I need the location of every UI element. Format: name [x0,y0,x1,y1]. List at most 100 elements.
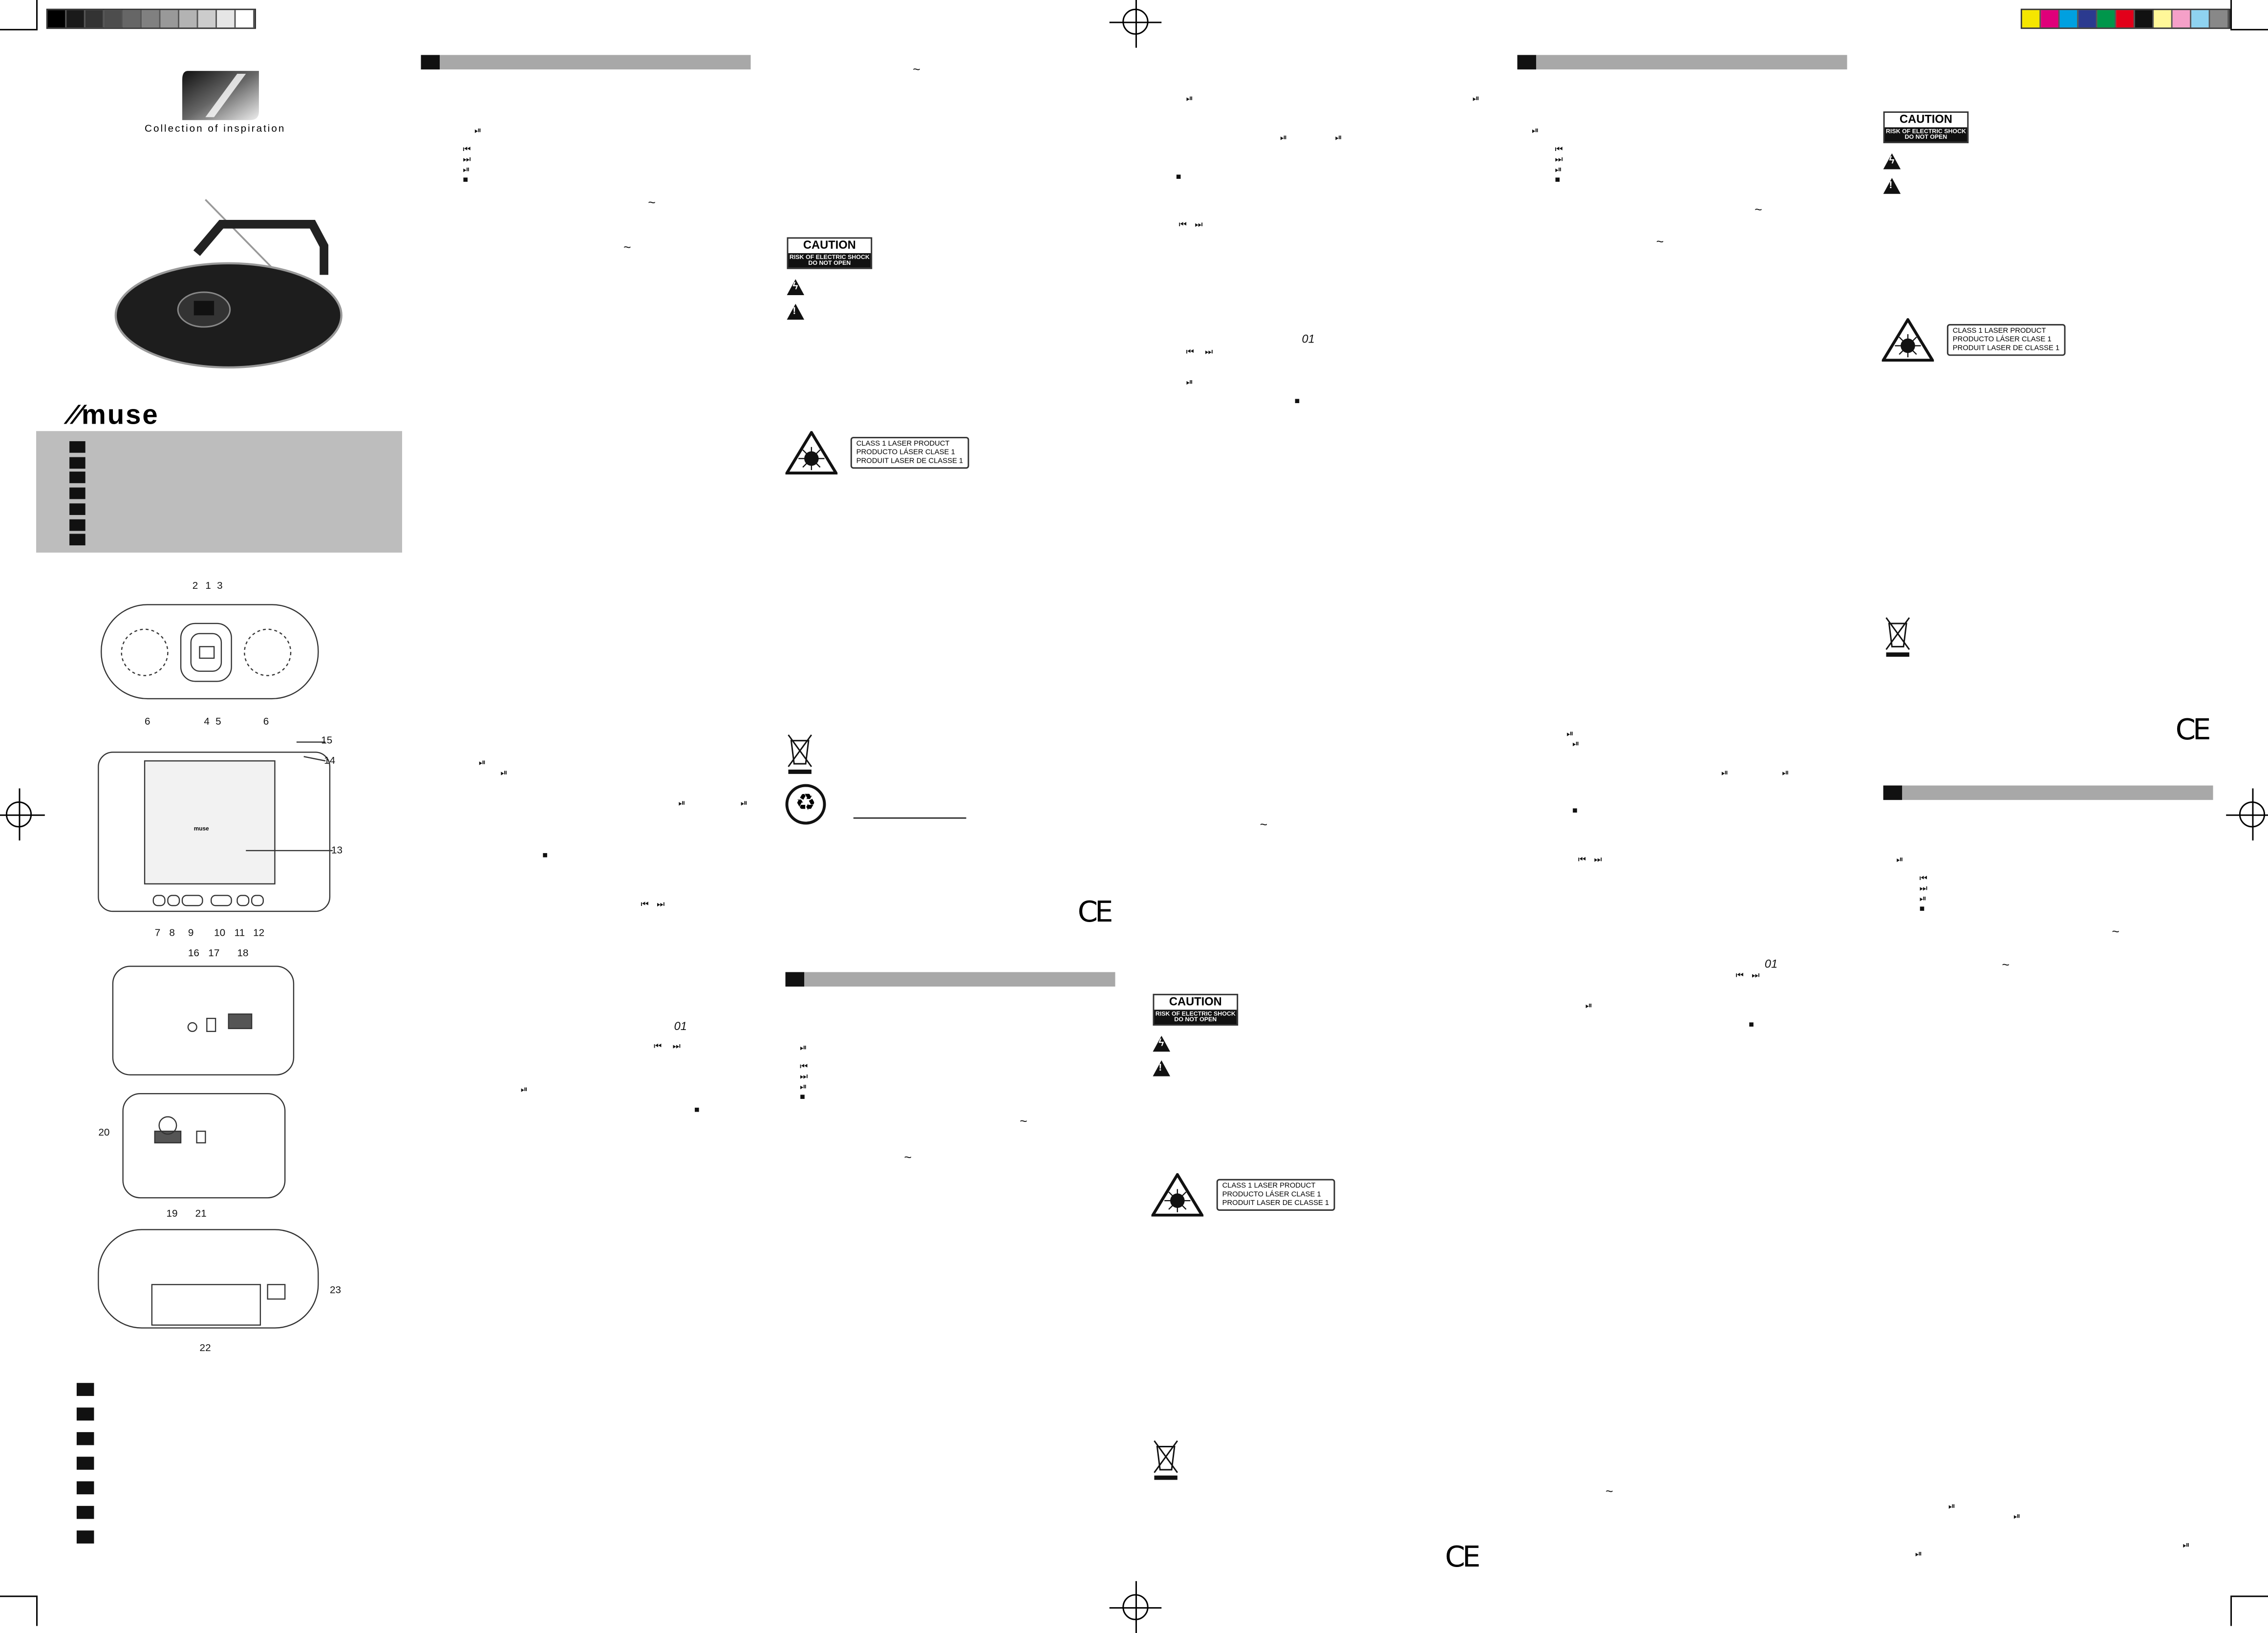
next-icon: ⏭ [672,1043,681,1052]
color-swatch [2116,10,2135,28]
stop-icon: ■ [1555,176,1561,185]
color-swatch [2022,10,2041,28]
laser-line: PRODUCTO LÁSER CLASE 1 [856,448,955,457]
play-pause-icon: ⏯ [1186,95,1193,105]
electric-shock-warning-icon: ϟ [1883,153,1901,170]
language-flag-square [76,1432,94,1445]
product-diagrams [98,604,333,1329]
language-flag-square [76,1481,94,1495]
stop-icon: ■ [463,176,469,185]
caution-label: CAUTION RISK OF ELECTRIC SHOCK DO NOT OPEN [1883,111,1969,144]
section-header [785,972,1115,987]
language-flag-square [69,487,86,499]
ac-icon: ~ [1754,202,1762,217]
registration-mark [0,788,45,841]
electric-shock-warning-icon: ϟ [1153,1035,1171,1052]
diagram-callout-label: 22 [199,1344,211,1354]
next-icon: ⏭ [1752,972,1760,981]
button-diagram [167,895,180,906]
language-flag-square [69,518,86,531]
caution-line: DO NOT OPEN [1174,1015,1217,1023]
diagram-callout-label: 6 [145,717,150,728]
back-view-diagram [98,1229,319,1329]
diagram-callout-label: 12 [253,928,265,939]
gray-swatch [179,10,198,28]
prev-icon: ⏮ [463,146,471,155]
play-pause-icon: ⏯ [1572,740,1580,750]
crop-mark [2230,1597,2232,1626]
caution-line: RISK OF ELECTRIC SHOCK [1155,1010,1236,1017]
gray-swatch [160,10,180,28]
diagram-callout-label: 2 [192,581,198,592]
diagram-callout-label: 11 [234,928,245,939]
diagram-callout-label: 10 [214,928,226,939]
ac-icon: ~ [1260,817,1268,832]
play-pause-icon: ⏯ [2013,1513,2021,1522]
ce-mark: CE [1077,894,1113,929]
play-pause-icon: ⏯ [740,800,748,809]
gray-swatch [123,10,142,28]
ac-icon: ~ [913,62,920,77]
next-icon: ⏭ [800,1073,808,1082]
diagram-callout-label: 5 [215,717,221,728]
color-swatch [2135,10,2154,28]
play-pause-icon: ⏯ [1721,769,1729,778]
stop-icon: ■ [800,1094,805,1102]
laser-line: PRODUCTO LÁSER CLASE 1 [1952,335,2052,344]
laser-class-label: CLASS 1 LASER PRODUCT PRODUCTO LÁSER CLAS… [1947,324,2066,356]
play-pause-icon: ⏯ [1186,379,1193,388]
laser-line: PRODUCTO LÁSER CLASE 1 [1222,1190,1321,1200]
button-diagram [251,895,264,906]
prev-icon: ⏮ [1578,856,1586,865]
play-pause-icon: ⏯ [1585,1002,1592,1011]
play-pause-icon: ⏯ [1335,134,1342,144]
language-flag-square [76,1530,94,1544]
next-icon: ⏭ [657,901,665,910]
diagram-callout-label: 4 [204,717,210,728]
prev-icon: ⏮ [800,1063,808,1072]
product-photo [114,199,342,369]
color-swatch [2172,10,2192,28]
next-icon: ⏭ [1555,156,1563,165]
diagram-callout-label: 1 [205,581,211,592]
gray-swatch [235,10,255,28]
language-flag-square [76,1457,94,1470]
play-pause-icon: ⏯ [1919,895,1926,904]
crop-mark [2230,1595,2268,1597]
caution-line: RISK OF ELECTRIC SHOCK [789,253,870,260]
next-icon: ⏭ [1205,348,1213,358]
play-pause-icon: ⏯ [478,759,486,769]
caution-title: CAUTION [1169,995,1222,1009]
diagram-callout-label: 19 [166,1209,178,1220]
gray-swatch [85,10,105,28]
ac-icon: ~ [1020,1114,1027,1129]
ac-icon: ~ [2112,924,2119,939]
side-view-diagram [112,966,295,1075]
prev-icon: ⏮ [1186,348,1194,358]
prev-icon: ⏮ [654,1043,662,1052]
diagram-callout-label: 20 [98,1128,110,1139]
laser-class-label: CLASS 1 LASER PRODUCT PRODUCTO LÁSER CLAS… [1216,1179,1335,1211]
ce-mark: CE [2175,711,2211,747]
prev-icon: ⏮ [1919,875,1927,884]
play-pause-icon: ⏯ [520,1086,528,1096]
diagram-callout-label: 21 [195,1209,207,1220]
stop-icon: ■ [694,1106,700,1116]
crop-mark [2230,0,2232,29]
play-pause-icon: ⏯ [1566,731,1574,739]
prev-icon: ⏮ [1555,146,1563,155]
button-diagram [211,895,232,906]
registration-mark [2226,788,2268,841]
language-flag-square [76,1505,94,1519]
brand-emblem-icon [182,71,259,120]
caution-warning-icon: ! [787,303,805,320]
caution-label: CAUTION RISK OF ELECTRIC SHOCK DO NOT OPEN [787,237,873,270]
diagram-callout-label: 15 [321,736,333,747]
play-pause-icon: ⏯ [2182,1542,2190,1551]
language-flag-square [76,1383,94,1396]
side-view-2-diagram [122,1093,286,1199]
ac-icon: ~ [648,195,656,210]
caution-title: CAUTION [1899,112,1952,126]
caution-label: CAUTION RISK OF ELECTRIC SHOCK DO NOT OPEN [1153,993,1239,1027]
